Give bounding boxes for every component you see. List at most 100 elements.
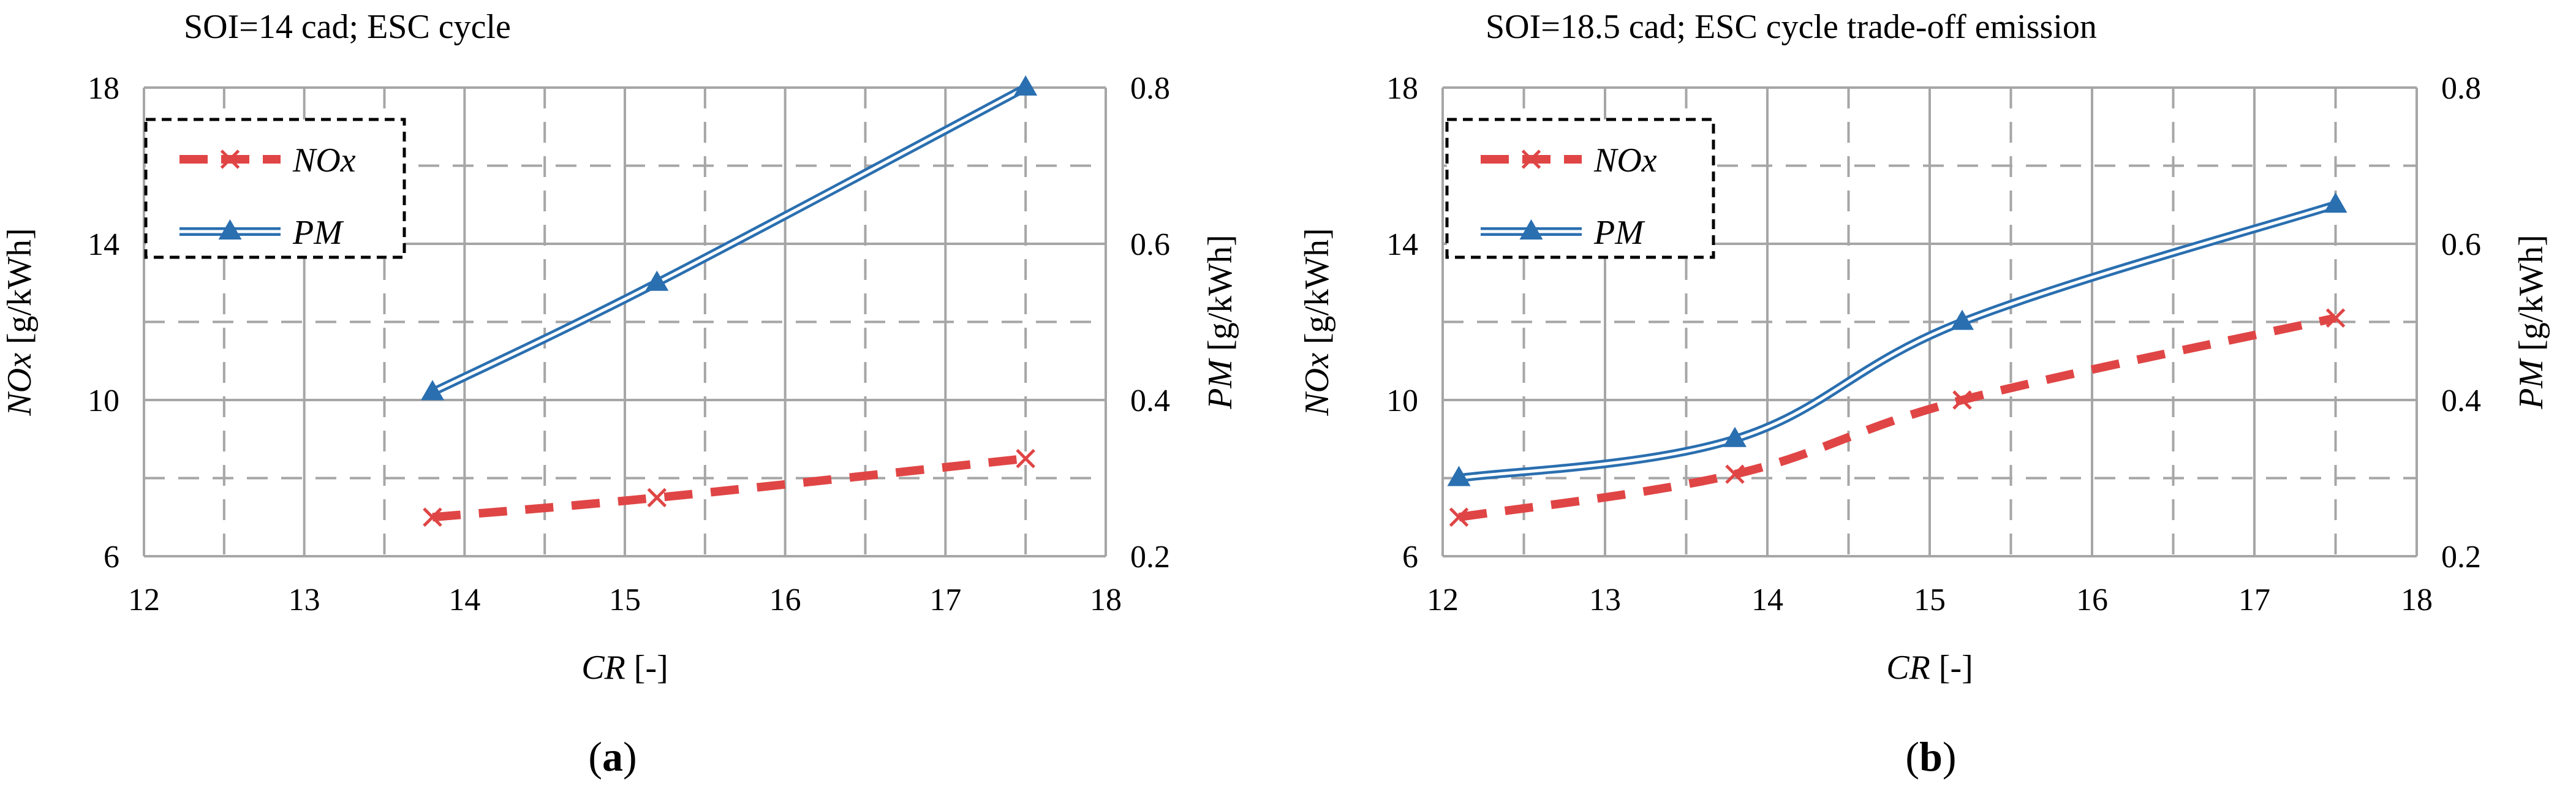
y2-tick-label: 0.8	[2441, 71, 2481, 106]
x-marker-stroke	[1725, 464, 1745, 484]
panel-label: (a)	[588, 733, 636, 780]
chart-title: SOI=18.5 cad; ESC cycle trade-off emissi…	[1486, 8, 2097, 46]
y-axis-label-rest: [g/kWh]	[1298, 228, 1336, 353]
y2-tick-label: 0.2	[2441, 540, 2481, 575]
x-axis-label-italic: CR	[581, 649, 625, 687]
legend-marker-nox	[1521, 149, 1541, 169]
y-axis-label: NOx [g/kWh]	[1298, 228, 1336, 416]
x-marker-stroke	[1952, 390, 1972, 410]
x-marker-stroke	[1016, 448, 1035, 469]
grid	[1441, 86, 2418, 557]
x-tick-label: 15	[609, 583, 641, 617]
legend-box	[144, 118, 406, 259]
x-tick-label: 17	[929, 583, 961, 617]
x-tick-label: 14	[1751, 583, 1783, 617]
y-axis-label-italic: NOx	[1, 353, 39, 417]
x-axis-label-rest: [-]	[1930, 649, 1973, 687]
y2-axis-label: PM [g/kWh]	[1201, 235, 1239, 410]
x-tick-label: 17	[2238, 583, 2270, 617]
y-tick-label: 6	[104, 540, 119, 575]
panel-label-open: (	[588, 733, 602, 780]
x-axis-label: CR [-]	[581, 649, 668, 687]
chart-panel-b: 12 13 14 15 16 17 1861014180.20.40.60.8SOI=18.…	[1298, 8, 2550, 780]
x-marker-stroke	[647, 488, 667, 508]
data-point-nox	[1449, 507, 1469, 527]
x-tick-label: 12	[128, 583, 160, 617]
y-tick-label: 10	[1386, 383, 1418, 418]
y-axis-label: NOx [g/kWh]	[1, 228, 39, 416]
y-axis-label-rest: [g/kWh]	[1, 228, 39, 353]
y-tick-label: 18	[88, 71, 119, 106]
x-marker-stroke	[1449, 507, 1469, 527]
x-tick-label: 12	[1427, 583, 1459, 617]
panel-label-letter: a	[602, 733, 623, 780]
data-point-pm	[1014, 75, 1038, 96]
x-tick-label: 15	[1914, 583, 1946, 617]
panel-label-open: (	[1905, 733, 1919, 780]
panel-label: (b)	[1905, 733, 1956, 780]
chart-title: SOI=14 cad; ESC cycle	[184, 8, 511, 46]
data-point-nox	[1952, 390, 1972, 410]
series-line-pm-inner	[1459, 203, 2336, 480]
x-tick-label: 13	[289, 583, 320, 617]
legend-marker-pm	[1519, 219, 1543, 240]
y2-tick-label: 0.2	[1130, 540, 1170, 575]
series-nox	[423, 448, 1035, 527]
y-tick-label: 14	[1386, 227, 1418, 262]
legend-marker-pm	[218, 219, 242, 240]
series-line-nox	[1458, 314, 2337, 522]
y2-tick-label: 0.6	[1130, 227, 1170, 262]
series-pm	[1447, 192, 2347, 486]
grid	[143, 86, 1107, 557]
data-point-nox	[2325, 308, 2346, 328]
legend-label-nox: NOx	[292, 142, 356, 179]
data-point-pm	[1723, 426, 1747, 447]
data-point-pm	[1951, 309, 1974, 330]
data-point-pm	[1447, 466, 1471, 486]
y2-axis-label-italic: PM	[2512, 358, 2550, 410]
data-point-pm	[421, 380, 444, 401]
legend: NOx PM	[1445, 118, 1715, 259]
series-line-pm-inner	[431, 86, 1027, 394]
y2-tick-label: 0.4	[2441, 383, 2481, 418]
y-tick-label: 6	[1402, 540, 1418, 575]
panel-label-close: )	[1943, 733, 1957, 780]
x-tick-label: 13	[1589, 583, 1621, 617]
y-axis-label-italic: NOx	[1298, 353, 1336, 417]
data-point-nox	[1016, 448, 1035, 469]
y2-axis-label-rest: [g/kWh]	[2512, 235, 2550, 360]
data-point-pm	[2324, 192, 2347, 213]
panel-label-close: )	[623, 733, 637, 780]
legend-label-nox: NOx	[1593, 142, 1657, 179]
x-tick-label: 14	[448, 583, 480, 617]
y2-axis-label-italic: PM	[1201, 358, 1239, 410]
data-point-nox	[423, 507, 442, 527]
x-axis-label: CR [-]	[1886, 649, 1973, 687]
panel-label-letter: b	[1919, 733, 1943, 780]
legend-label-pm: PM	[1593, 214, 1645, 252]
y2-tick-label: 0.8	[1130, 71, 1170, 106]
x-marker-stroke	[2325, 308, 2346, 328]
y2-tick-label: 0.6	[2441, 227, 2481, 262]
y-tick-label: 10	[88, 383, 119, 418]
data-point-pm	[645, 270, 669, 291]
y2-tick-label: 0.4	[1130, 383, 1170, 418]
x-axis-label-rest: [-]	[625, 649, 668, 687]
x-marker-stroke	[423, 507, 442, 527]
legend: NOx PM	[144, 118, 406, 259]
legend-label-pm: PM	[292, 214, 344, 252]
series-pm	[421, 75, 1038, 401]
x-tick-label: 18	[2401, 583, 2433, 617]
x-tick-label: 18	[1090, 583, 1122, 617]
legend-box	[1445, 118, 1715, 259]
x-tick-label: 16	[2076, 583, 2108, 617]
chart-panel-a: 12 13 14 15 16 17 1861014180.20.40.60.8SOI=14 …	[1, 8, 1239, 780]
data-point-nox	[1725, 464, 1745, 484]
y2-axis-label-rest: [g/kWh]	[1201, 235, 1239, 360]
series-nox	[1449, 308, 2346, 527]
y-tick-label: 14	[88, 227, 119, 262]
series-line-nox	[432, 454, 1026, 522]
y-tick-label: 18	[1386, 71, 1418, 106]
y2-axis-label: PM [g/kWh]	[2512, 235, 2550, 410]
